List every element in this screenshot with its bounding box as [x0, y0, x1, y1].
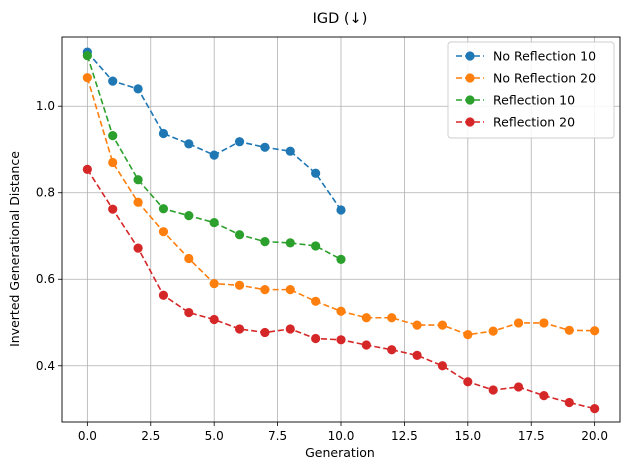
data-point	[361, 313, 371, 323]
data-point	[209, 314, 219, 325]
data-point	[513, 318, 524, 328]
legend-marker	[465, 73, 475, 83]
x-tick-label: 10.0	[328, 429, 355, 443]
series-reflection-20	[82, 164, 600, 414]
legend-marker	[465, 95, 475, 105]
data-point	[108, 157, 118, 168]
legend-box	[447, 41, 615, 139]
data-point	[311, 168, 321, 178]
x-tick-label: 7.5	[268, 429, 287, 443]
data-point	[387, 313, 397, 323]
data-point	[539, 391, 549, 401]
data-point	[158, 290, 169, 300]
data-point	[184, 307, 194, 318]
y-tick-label: 0.6	[36, 272, 55, 286]
data-point	[564, 397, 574, 408]
legend-label: Reflection 10	[493, 93, 575, 108]
legend: No Reflection 10 No Reflection 20 Reflecti…	[447, 41, 615, 139]
data-point	[285, 324, 295, 334]
data-point	[234, 230, 245, 240]
data-point	[184, 139, 194, 149]
series-reflection-10	[82, 51, 346, 264]
data-point	[361, 340, 371, 350]
data-point	[209, 217, 219, 228]
data-point	[82, 51, 92, 61]
data-point	[285, 146, 295, 156]
data-point	[412, 350, 422, 360]
data-point	[260, 327, 270, 338]
data-point	[209, 150, 219, 160]
data-point	[133, 84, 143, 94]
data-point	[336, 306, 346, 316]
data-point	[412, 320, 422, 330]
x-tick-label: 0.0	[78, 429, 97, 443]
x-tick-label: 12.5	[391, 429, 418, 443]
data-point	[285, 238, 295, 248]
data-point	[336, 254, 346, 264]
data-point	[387, 345, 397, 355]
data-point	[133, 243, 143, 253]
legend-label: Reflection 20	[493, 115, 575, 130]
data-point	[184, 253, 194, 264]
series-no-reflection-20	[82, 73, 600, 340]
legend-label: No Reflection 20	[493, 71, 596, 86]
data-point	[564, 325, 574, 335]
data-point	[260, 237, 270, 247]
data-point	[336, 205, 346, 215]
y-tick-label: 1.0	[36, 99, 55, 113]
data-point	[133, 175, 143, 185]
data-point	[209, 278, 219, 289]
data-point	[437, 361, 448, 371]
series-layer	[82, 47, 600, 414]
data-point	[184, 211, 194, 221]
data-point	[158, 128, 169, 139]
data-point	[336, 335, 346, 345]
data-point	[463, 377, 473, 387]
series-no-reflection-10	[82, 47, 346, 215]
x-axis-title: Generation	[305, 445, 375, 460]
data-point	[488, 326, 498, 336]
legend-marker	[465, 51, 475, 61]
x-tick-label: 20.0	[581, 429, 608, 443]
data-point	[260, 142, 270, 152]
y-tick-label: 0.4	[36, 359, 55, 373]
x-tick-label: 2.5	[141, 429, 160, 443]
data-point	[463, 330, 473, 340]
data-point	[539, 318, 549, 328]
data-point	[234, 324, 245, 334]
data-point	[108, 204, 118, 214]
y-tick-label: 0.8	[36, 186, 55, 200]
data-point	[590, 326, 600, 336]
data-point	[311, 296, 321, 306]
data-point	[158, 204, 169, 214]
data-point	[108, 131, 118, 141]
data-point	[108, 76, 118, 86]
data-point	[234, 137, 245, 147]
x-tick-label: 15.0	[454, 429, 481, 443]
data-point	[513, 382, 524, 392]
axis-ticks: 0.0 2.5 5.0 7.5 10.0 12.5 15.0 17.5 20.0 0.4 0.6 0.…	[36, 99, 608, 443]
data-point	[311, 241, 321, 251]
y-axis-title: Inverted Generational Distance	[7, 151, 22, 347]
data-point	[82, 73, 92, 83]
x-tick-label: 17.5	[518, 429, 545, 443]
data-point	[260, 285, 270, 295]
data-point	[590, 403, 600, 414]
data-point	[285, 285, 295, 295]
data-point	[311, 333, 321, 344]
data-point	[234, 280, 245, 290]
data-point	[158, 227, 169, 237]
data-point	[133, 197, 143, 207]
chart-title: IGD (↓)	[313, 11, 368, 27]
legend-label: No Reflection 10	[493, 49, 596, 64]
data-point	[488, 385, 498, 395]
legend-marker	[465, 117, 475, 127]
data-point	[437, 320, 448, 330]
x-tick-label: 5.0	[205, 429, 224, 443]
data-point	[82, 164, 92, 174]
